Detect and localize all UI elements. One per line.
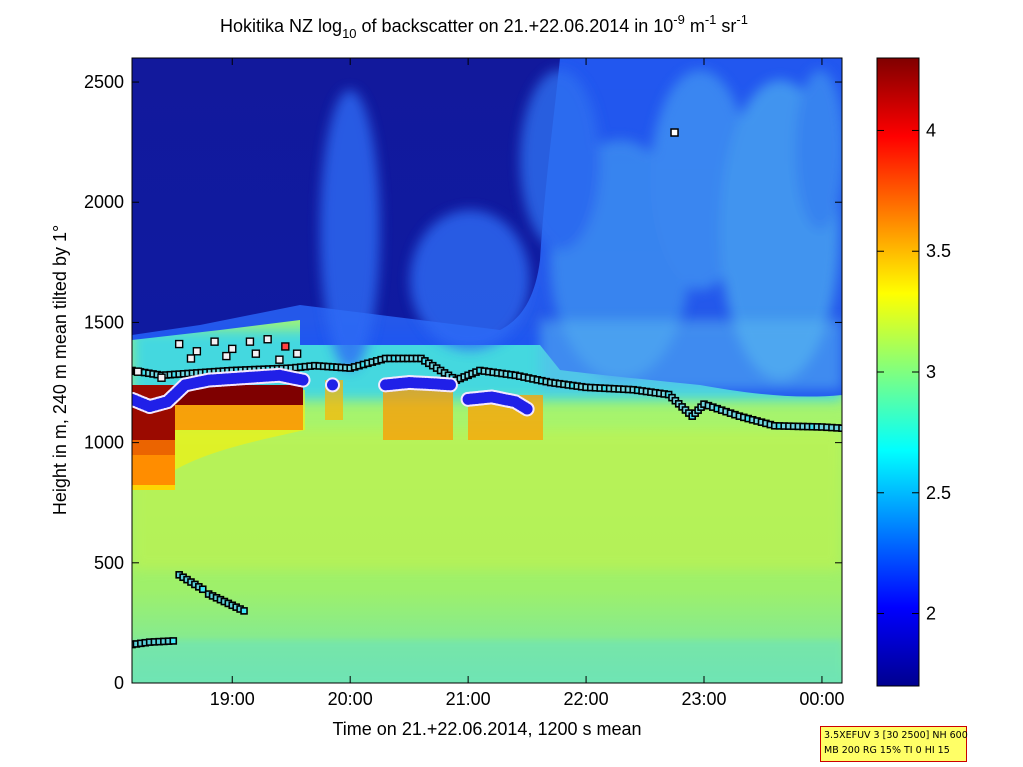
colorbar-tick-label: 4 (926, 120, 936, 140)
cloud-base-dot (444, 379, 456, 391)
x-axis: 19:00 20:00 21:00 22:00 23:00 00:00 (210, 58, 844, 709)
cloud-core-main (175, 385, 303, 405)
low-layer-marker (169, 637, 178, 645)
isolated-marker (670, 128, 679, 137)
colorbar-tick-label: 2.5 (926, 483, 951, 503)
detection-marker (222, 351, 231, 361)
info-line-1: 3.5XEFUV 3 [30 2500] NH 600 (824, 730, 968, 741)
series-layer (132, 128, 842, 649)
cloud-base-dot (297, 374, 309, 386)
detection-marker (157, 373, 166, 382)
x-tick-label: 22:00 (564, 689, 609, 709)
chart-title: Hokitika NZ log10 of backscatter on 21.+… (220, 12, 748, 41)
cloud-mid-orange (383, 390, 453, 440)
y-axis-label: Height in m, 240 m mean tilted by 1° (50, 225, 70, 515)
x-tick-label: 19:00 (210, 689, 255, 709)
y-tick-label: 0 (114, 673, 124, 693)
detection-marker (263, 335, 272, 344)
low-layer-marker (240, 607, 248, 615)
layer-top-marker (838, 424, 842, 432)
detection-marker (174, 339, 184, 349)
detection-marker (245, 337, 255, 346)
y-tick-label: 2500 (84, 72, 124, 92)
detection-marker (292, 349, 302, 358)
detection-marker (210, 337, 219, 346)
x-axis-label: Time on 21.+22.06.2014, 1200 s mean (332, 719, 641, 739)
x-tick-label: 00:00 (799, 689, 844, 709)
detection-marker (186, 354, 196, 363)
heatmap-band-mid (132, 430, 842, 570)
detection-marker (192, 347, 202, 356)
cloud-core-main-orange (175, 405, 303, 430)
info-line-2: MB 200 RG 15% TI 0 HI 15 (824, 745, 950, 756)
colorbar-ticks: 2 2.5 3 3.5 4 (877, 120, 951, 624)
plot-area (132, 58, 842, 683)
cloud-base-dot (326, 379, 338, 391)
colorbar-tick-label: 3 (926, 362, 936, 382)
x-tick-label: 20:00 (328, 689, 373, 709)
detection-marker (275, 355, 284, 364)
x-tick-label: 23:00 (681, 689, 726, 709)
y-tick-label: 1500 (84, 312, 124, 332)
plot-frame (131, 57, 843, 684)
heatmap-band-bottom (132, 640, 842, 683)
detection-marker (133, 367, 143, 376)
y-tick-label: 2000 (84, 192, 124, 212)
y-tick-label: 500 (94, 553, 124, 573)
cloud-core-left-orange (132, 440, 175, 485)
colorbar-tick-label: 3.5 (926, 241, 951, 261)
detection-marker (251, 349, 261, 358)
detection-marker (228, 344, 237, 354)
colorbar: 2 2.5 3 3.5 4 (876, 57, 951, 687)
colorbar-tick-label: 2 (926, 604, 936, 624)
info-box: 3.5XEFUV 3 [30 2500] NH 600 MB 200 RG 15… (820, 726, 968, 762)
x-tick-label: 21:00 (446, 689, 491, 709)
cloud-base-dot (521, 403, 533, 415)
heatmap-light-band-right (540, 320, 842, 390)
y-tick-label: 1000 (84, 433, 124, 453)
low-layer-marker (198, 585, 207, 594)
y-axis: 0 500 1000 1500 2000 2500 (84, 72, 842, 693)
detection-marker (281, 342, 290, 351)
